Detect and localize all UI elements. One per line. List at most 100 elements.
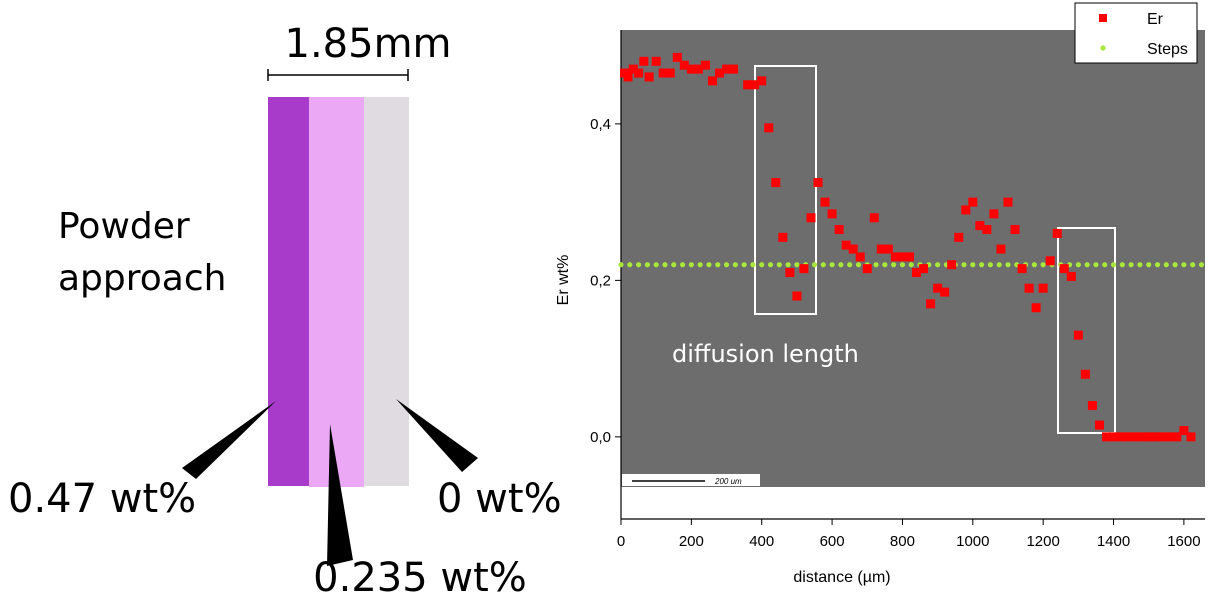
point [679, 60, 689, 70]
point [741, 262, 747, 268]
point [764, 123, 774, 133]
concentration-label: 0.47 wt% [8, 476, 196, 522]
point [1110, 262, 1117, 268]
concentration-label: 0.235 wt% [313, 555, 527, 597]
x-tick-label: 1200 [1026, 533, 1059, 550]
width-bracket [267, 69, 409, 81]
point [1094, 420, 1104, 430]
point [827, 209, 837, 219]
point [693, 64, 703, 74]
point [658, 68, 668, 78]
point [1116, 432, 1126, 442]
annotation: diffusion length [672, 340, 859, 368]
point [785, 268, 795, 278]
point [968, 197, 978, 207]
point [623, 72, 633, 82]
point [778, 232, 788, 242]
point [1102, 262, 1108, 268]
x-tick-label: 1600 [1167, 533, 1200, 550]
pointer [182, 401, 276, 479]
point [651, 56, 661, 66]
point [838, 262, 844, 268]
y-tick-label: 0,0 [590, 429, 611, 446]
point [697, 262, 703, 268]
point [1038, 283, 1048, 293]
y-axis-label: Er wt% [555, 255, 572, 306]
point [1198, 262, 1205, 268]
point [1059, 264, 1069, 274]
y-tick-label: 0,4 [590, 116, 611, 133]
point [1005, 262, 1011, 268]
legend-marker [1099, 14, 1107, 22]
x-tick-label: 200 [679, 533, 704, 550]
point [627, 262, 633, 268]
point [869, 213, 879, 223]
point [891, 262, 897, 268]
point [672, 52, 682, 62]
point [618, 262, 624, 268]
legend-label: Er [1147, 11, 1164, 28]
pointer [396, 399, 478, 472]
point [908, 262, 914, 268]
point [799, 264, 809, 274]
point [855, 262, 862, 268]
point [933, 283, 943, 293]
legend-box [1074, 2, 1198, 64]
width-label: 1.85mm [285, 21, 452, 67]
strip-zero [364, 97, 409, 486]
scale-bar-box [622, 474, 760, 486]
point [912, 268, 922, 278]
point [897, 252, 907, 262]
point [876, 244, 886, 254]
point [989, 209, 999, 219]
axes [620, 30, 1205, 520]
point [829, 262, 835, 268]
point [1181, 262, 1187, 268]
pointer [327, 424, 353, 566]
legend-marker [1100, 45, 1106, 51]
point [813, 178, 823, 188]
point [679, 262, 686, 268]
point [1052, 228, 1062, 238]
point [996, 244, 1006, 254]
x-tick-label: 400 [749, 533, 774, 550]
point [715, 262, 721, 268]
point [862, 264, 872, 274]
point [1137, 432, 1147, 442]
scale-bar-label: 200 um [714, 477, 742, 486]
point [635, 262, 642, 268]
point [848, 244, 858, 254]
point [767, 262, 774, 268]
point [722, 64, 732, 74]
x-tick-label: 600 [820, 533, 845, 550]
point [757, 76, 767, 86]
point [750, 262, 756, 268]
diagram-title: approach [58, 258, 226, 299]
point [806, 213, 816, 223]
highlight-box [1057, 227, 1116, 434]
point [688, 262, 694, 268]
point [979, 262, 985, 268]
point [1154, 262, 1161, 268]
point [1163, 262, 1169, 268]
point [1101, 432, 1111, 442]
point [820, 262, 826, 268]
strip-mid [309, 97, 364, 487]
legend-label: Steps [1147, 41, 1188, 58]
point [1144, 432, 1154, 442]
point [961, 262, 967, 268]
point [847, 262, 853, 268]
point [662, 262, 668, 268]
point [919, 264, 929, 274]
x-tick-label: 800 [890, 533, 915, 550]
point [1165, 432, 1175, 442]
point [1137, 262, 1143, 268]
concentration-label: 0 wt% [437, 476, 562, 522]
point [628, 64, 638, 74]
point [1066, 271, 1076, 281]
point [899, 262, 906, 268]
point [723, 262, 730, 268]
x-axis-label: distance (µm) [793, 569, 890, 586]
point [820, 197, 830, 207]
